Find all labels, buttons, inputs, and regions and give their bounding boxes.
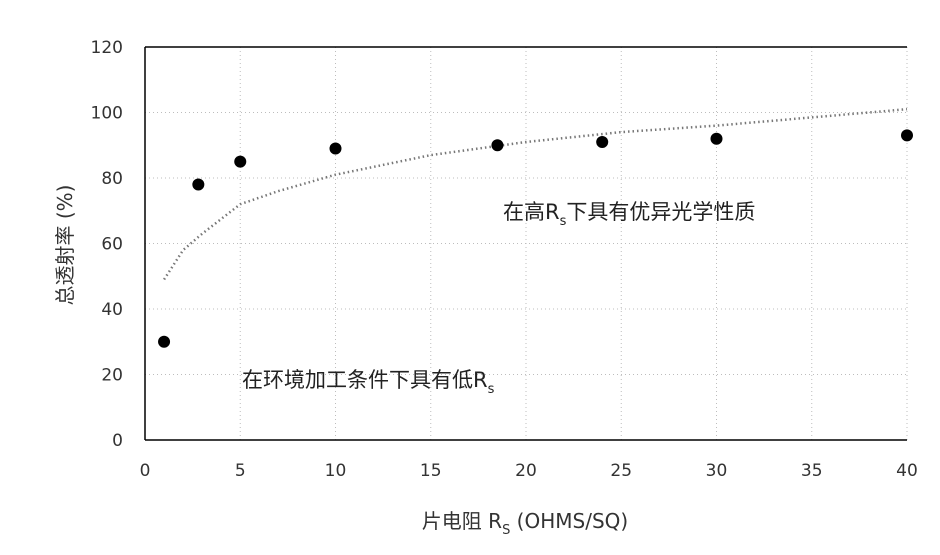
annotation-lower: 在环境加工条件下具有低Rs bbox=[242, 368, 495, 397]
data-point bbox=[491, 139, 503, 151]
x-tick-labels: 0 5 10 15 20 25 30 35 40 bbox=[140, 461, 918, 481]
x-tick-label: 25 bbox=[610, 461, 632, 481]
trend-line bbox=[164, 109, 907, 279]
x-tick-label: 0 bbox=[140, 461, 151, 481]
data-point bbox=[192, 179, 204, 191]
data-point bbox=[596, 136, 608, 148]
data-point bbox=[158, 336, 170, 348]
data-point bbox=[330, 143, 342, 155]
data-point bbox=[901, 129, 913, 141]
x-tick-label: 35 bbox=[801, 461, 823, 481]
x-tick-label: 15 bbox=[420, 461, 442, 481]
annotation-upper: 在高Rs下具有优异光学性质 bbox=[503, 200, 755, 229]
y-tick-label: 120 bbox=[91, 38, 123, 58]
x-axis-label: 片电阻 RS (OHMS/SQ) bbox=[422, 509, 628, 538]
y-tick-label: 20 bbox=[101, 366, 123, 386]
y-tick-label: 60 bbox=[101, 235, 123, 255]
data-point bbox=[711, 133, 723, 145]
y-tick-label: 100 bbox=[91, 104, 123, 124]
y-axis-label: 总透射率 (%) bbox=[53, 185, 77, 306]
x-tick-label: 20 bbox=[515, 461, 537, 481]
x-tick-label: 40 bbox=[896, 461, 918, 481]
y-tick-label: 0 bbox=[112, 431, 123, 451]
y-tick-label: 40 bbox=[101, 300, 123, 320]
data-point bbox=[234, 156, 246, 168]
y-tick-label: 80 bbox=[101, 169, 123, 189]
x-tick-label: 5 bbox=[235, 461, 246, 481]
x-tick-label: 30 bbox=[706, 461, 728, 481]
y-tick-labels: 0 20 40 60 80 100 120 bbox=[91, 38, 123, 451]
x-tick-label: 10 bbox=[325, 461, 347, 481]
data-points bbox=[158, 129, 913, 347]
